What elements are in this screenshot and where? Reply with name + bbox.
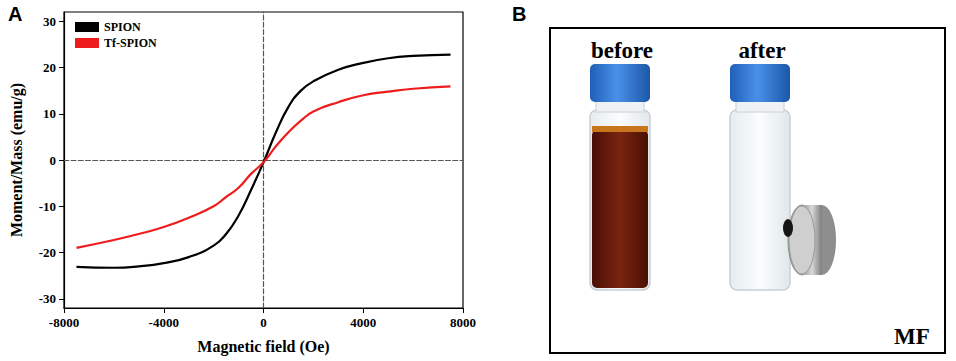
- svg-text:SPION: SPION: [104, 20, 141, 34]
- html-text:B: B: [512, 3, 527, 25]
- svg-text:before: before: [591, 38, 653, 63]
- svg-text:-10: -10: [39, 199, 56, 214]
- svg-text:MF: MF: [894, 324, 930, 349]
- svg-text:20: 20: [43, 60, 56, 75]
- svg-text:-20: -20: [39, 245, 56, 260]
- svg-text:4000: 4000: [350, 315, 376, 330]
- svg-text:after: after: [738, 38, 785, 63]
- svg-text:0: 0: [50, 153, 57, 168]
- svg-text:30: 30: [43, 14, 56, 29]
- svg-text:0: 0: [260, 315, 267, 330]
- svg-text:-8000: -8000: [49, 315, 79, 330]
- svg-text:Moment/Mass (emu/g): Moment/Mass (emu/g): [8, 83, 26, 237]
- html-text:A: A: [8, 3, 23, 25]
- svg-text:8000: 8000: [450, 315, 476, 330]
- svg-text:Tf-SPION: Tf-SPION: [104, 36, 157, 50]
- svg-text:-4000: -4000: [149, 315, 179, 330]
- svg-text:Magnetic field (Oe): Magnetic field (Oe): [197, 338, 329, 356]
- svg-text:-30: -30: [39, 291, 56, 306]
- svg-text:10: 10: [43, 106, 56, 121]
